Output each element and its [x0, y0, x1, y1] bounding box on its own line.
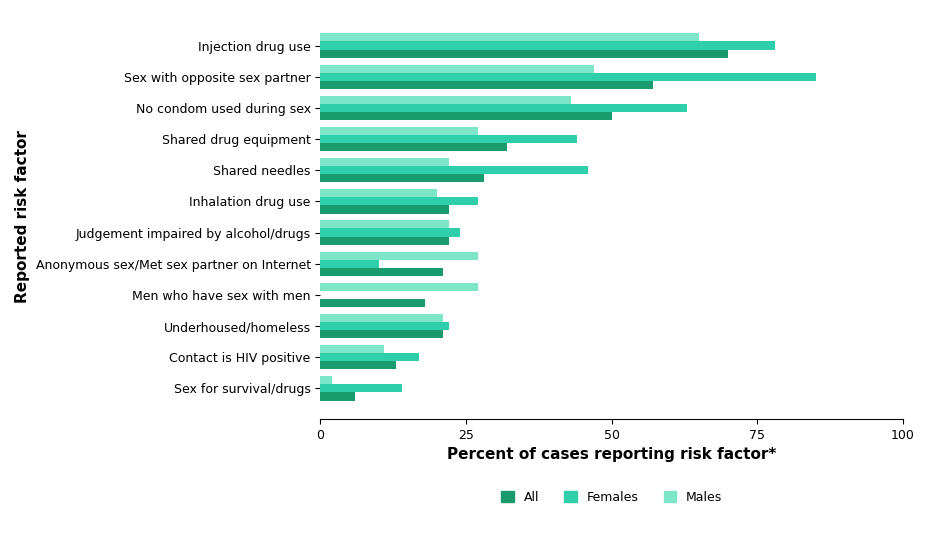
Bar [321, 104, 687, 112]
Bar [321, 135, 577, 143]
Bar [321, 198, 478, 205]
Bar [321, 361, 396, 370]
Bar [321, 127, 478, 135]
Bar [321, 392, 355, 401]
Bar [321, 282, 478, 291]
Bar [321, 236, 448, 245]
Bar [321, 260, 379, 268]
Bar [321, 95, 571, 104]
Bar [321, 42, 775, 49]
Bar [321, 64, 594, 73]
Bar [321, 189, 437, 198]
Bar [321, 353, 419, 361]
Bar [321, 33, 699, 42]
Bar [321, 345, 384, 353]
Bar [321, 49, 728, 58]
Bar [321, 268, 443, 276]
Bar [321, 220, 448, 229]
X-axis label: Percent of cases reporting risk factor*: Percent of cases reporting risk factor* [447, 447, 777, 462]
Bar [321, 73, 816, 80]
Bar [321, 174, 484, 183]
Bar [321, 158, 448, 166]
Bar [321, 112, 612, 120]
Bar [321, 314, 443, 322]
Bar [321, 166, 589, 174]
Y-axis label: Reported risk factor: Reported risk factor [15, 130, 30, 304]
Bar [321, 299, 425, 307]
Bar [321, 205, 448, 214]
Bar [321, 229, 460, 236]
Bar [321, 80, 653, 89]
Bar [321, 251, 478, 260]
Bar [321, 330, 443, 338]
Legend: All, Females, Males: All, Females, Males [497, 486, 727, 509]
Bar [321, 376, 332, 384]
Bar [321, 143, 507, 151]
Bar [321, 384, 402, 392]
Bar [321, 322, 448, 330]
